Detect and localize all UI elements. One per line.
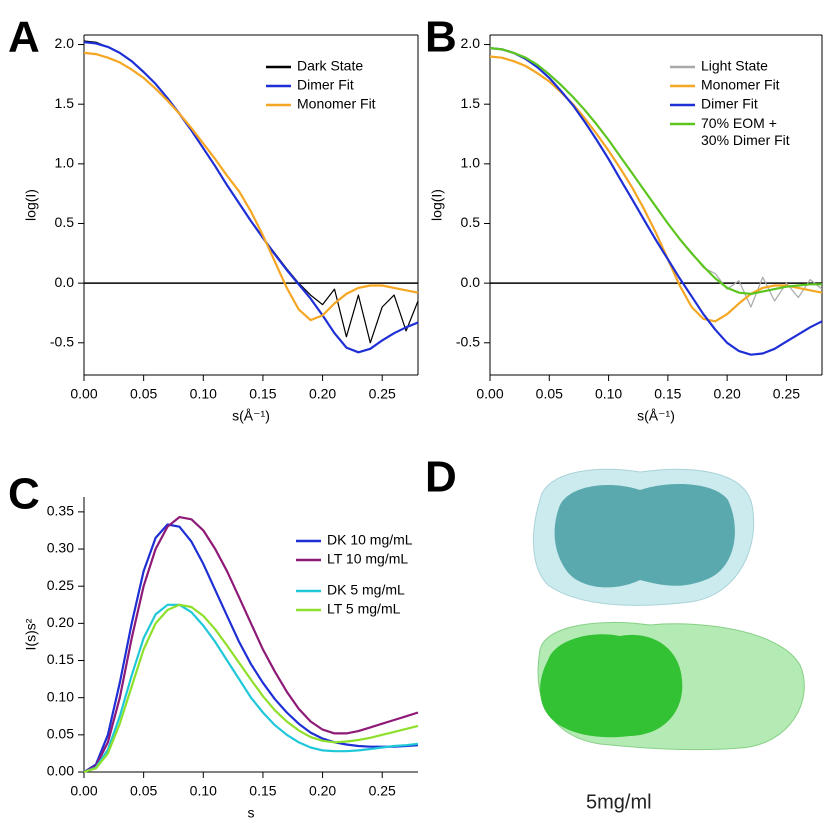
series-line <box>489 47 823 356</box>
legend-label: LT 5 mg/mL <box>327 601 401 617</box>
chart: A 0.00 0.05 0.10 0.15 0.20 0.25 2.0 1.5 1.0 0.5 0.0… <box>8 13 419 424</box>
x-tick-label: 0.20 <box>309 386 336 402</box>
y-tick-label: 1.5 <box>461 95 481 111</box>
x-axis-label: s(Å⁻¹) <box>232 408 270 424</box>
panel-d: D 5mg/ml <box>425 453 805 813</box>
series-line <box>83 51 419 322</box>
molecule-top <box>554 484 735 588</box>
x-tick-label: 0.25 <box>369 783 396 799</box>
y-tick-label: 0.15 <box>47 651 74 667</box>
y-tick-label: 0.5 <box>461 214 481 230</box>
x-tick-label: 0.15 <box>249 386 276 402</box>
y-axis-label: I(s)s² <box>23 618 39 650</box>
y-tick-label: -0.5 <box>50 333 74 349</box>
panel-letter: D <box>425 453 457 502</box>
y-tick-label: 1.0 <box>55 155 75 171</box>
x-tick-label: 0.05 <box>536 386 563 402</box>
y-tick-label: 0.5 <box>55 214 75 230</box>
y-tick-label: 0.0 <box>55 274 75 290</box>
x-tick-label: 0.20 <box>714 386 741 402</box>
caption: 5mg/ml <box>586 791 652 813</box>
y-tick-label: 1.5 <box>55 95 75 111</box>
legend-label: Dimer Fit <box>297 77 354 93</box>
series-line <box>83 41 419 354</box>
x-tick-label: 0.15 <box>249 783 276 799</box>
series-line <box>489 47 822 295</box>
x-tick-label: 0.15 <box>654 386 681 402</box>
series-line <box>83 40 419 344</box>
x-tick-label: 0.00 <box>70 783 97 799</box>
legend-label: Light State <box>701 58 768 74</box>
y-tick-label: 0.0 <box>461 274 481 290</box>
panel-letter: B <box>425 13 457 62</box>
x-tick-label: 0.00 <box>70 386 97 402</box>
y-tick-label: 0.00 <box>47 763 74 779</box>
x-tick-label: 0.20 <box>309 783 336 799</box>
legend-label: DK 5 mg/mL <box>327 582 405 598</box>
legend-label: Monomer Fit <box>297 96 376 112</box>
x-tick-label: 0.00 <box>476 386 503 402</box>
x-tick-label: 0.25 <box>369 386 396 402</box>
y-tick-label: 1.0 <box>461 155 481 171</box>
legend-label: 70% EOM +30% Dimer Fit <box>701 115 790 148</box>
series-line <box>83 523 419 773</box>
molecule-bottom <box>540 634 683 738</box>
legend-label: DK 10 mg/mL <box>327 532 413 548</box>
legend-label: Monomer Fit <box>701 77 780 93</box>
series-line <box>489 55 823 323</box>
y-tick-label: 2.0 <box>55 35 75 51</box>
y-tick-label: 0.35 <box>47 503 74 519</box>
y-tick-label: 2.0 <box>461 35 481 51</box>
y-tick-label: 0.20 <box>47 614 74 630</box>
x-tick-label: 0.10 <box>595 386 622 402</box>
y-axis-label: log(I) <box>429 189 445 221</box>
x-axis-label: s(Å⁻¹) <box>637 408 675 424</box>
y-tick-label: 0.30 <box>47 540 74 556</box>
y-tick-label: 0.10 <box>47 688 74 704</box>
x-tick-label: 0.05 <box>130 386 157 402</box>
y-tick-label: 0.05 <box>47 726 74 742</box>
panel-letter: A <box>8 13 40 62</box>
chart: B 0.00 0.05 0.10 0.15 0.20 0.25 2.0 1.5 1.0 0.5 0.0… <box>425 13 823 424</box>
series-line <box>83 516 419 773</box>
legend-label: Dark State <box>297 58 363 74</box>
legend-label-line: 30% Dimer Fit <box>701 132 790 148</box>
x-axis-label: s <box>248 805 255 821</box>
series-line <box>83 603 419 774</box>
chart: C 0.00 0.05 0.10 0.15 0.20 0.25 0.00 0.05 0.10 0.1… <box>8 470 419 821</box>
x-tick-label: 0.10 <box>190 386 217 402</box>
y-tick-label: 0.25 <box>47 577 74 593</box>
legend-label: Dimer Fit <box>701 96 758 112</box>
y-axis-label: log(I) <box>23 189 39 221</box>
y-tick-label: -0.5 <box>456 333 480 349</box>
legend-label-line: 70% EOM + <box>701 115 777 131</box>
legend-label: LT 10 mg/mL <box>327 551 408 567</box>
x-tick-label: 0.25 <box>773 386 800 402</box>
x-tick-label: 0.05 <box>130 783 157 799</box>
series-line <box>83 603 419 774</box>
x-tick-label: 0.10 <box>190 783 217 799</box>
panel-letter: C <box>8 470 40 519</box>
